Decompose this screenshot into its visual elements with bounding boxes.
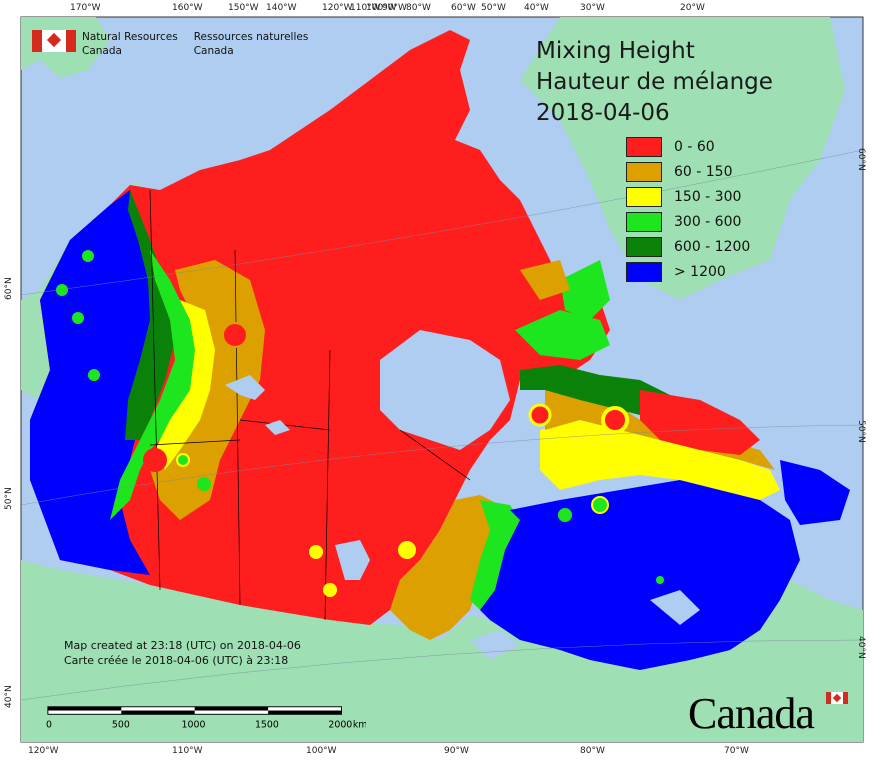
legend-item: 600 - 1200: [626, 234, 750, 259]
baffin-orange: [520, 260, 570, 300]
created-en: Map created at 23:18 (UTC) on 2018-04-06: [64, 639, 301, 652]
top-tick: 160°W: [172, 3, 203, 13]
scale-label: 1000: [182, 719, 206, 730]
legend-swatch: [626, 161, 662, 182]
legend-swatch: [626, 236, 662, 257]
map-title: Mixing Height Hauteur de mélange 2018-04…: [536, 36, 773, 129]
hudson-bay: [380, 330, 510, 450]
top-tick: 150°W: [228, 3, 259, 13]
legend-item: 300 - 600: [626, 209, 750, 234]
top-tick: 80°W: [406, 3, 431, 13]
west-band-green: [110, 250, 200, 520]
top-tick: 50°W: [481, 3, 506, 13]
greenland: [520, 17, 845, 300]
scale-unit: km: [353, 719, 366, 730]
agency-fr: Ressources naturelles Canada: [194, 30, 309, 58]
legend-item: 150 - 300: [626, 184, 750, 209]
wordmark-text: Canada: [688, 689, 815, 738]
top-tick: 120°W: [322, 3, 353, 13]
scale-label: 500: [112, 719, 130, 730]
legend-label: 600 - 1200: [674, 238, 751, 255]
west-band-dkgreen: [125, 190, 175, 440]
labrador-red: [640, 390, 760, 455]
ontario-orange: [390, 495, 500, 640]
legend-item: > 1200: [626, 259, 750, 284]
top-tick: 40°W: [524, 3, 549, 13]
lakes: [225, 375, 700, 660]
top-tick: 140°W: [266, 3, 297, 13]
legend-swatch: [626, 186, 662, 207]
nrcan-signature: Natural Resources Canada Ressources natu…: [32, 30, 324, 58]
top-tick: 170°W: [70, 3, 101, 13]
scale-bar: 0 500 1000 1500 2000 km: [46, 706, 366, 730]
legend-label: 60 - 150: [674, 163, 733, 180]
legend-label: 0 - 60: [674, 138, 715, 155]
left-tick: 50°N: [4, 487, 14, 510]
legend-item: 0 - 60: [626, 134, 750, 159]
title-en: Mixing Height: [536, 38, 695, 64]
top-tick: 110°W: [350, 3, 381, 13]
agency-fr-line2: Canada: [193, 45, 234, 57]
wordmark-flag-icon: [826, 692, 848, 704]
right-tick: 50°N: [856, 420, 866, 443]
blobs: [56, 250, 664, 605]
newfoundland-blue: [780, 460, 850, 525]
scale-label: 1500: [255, 719, 279, 730]
agency-en-line2: Canada: [82, 45, 122, 57]
top-tick: 30°W: [580, 3, 605, 13]
usa-land: [21, 560, 863, 742]
legend-label: > 1200: [674, 263, 726, 280]
left-tick: 40°N: [4, 685, 14, 708]
canada-wordmark: Canada: [688, 688, 848, 739]
legend: 0 - 60 60 - 150 150 - 300 300 - 600 600 - 12…: [626, 134, 750, 284]
top-tick: 20°W: [680, 3, 705, 13]
bottom-tick: 70°W: [724, 746, 749, 756]
baffin-green: [515, 310, 610, 360]
baffin-green-2: [560, 260, 610, 320]
ontario-green: [470, 500, 520, 610]
quebec-band-yellow: [540, 420, 780, 500]
agency-fr-line1: Ressources naturelles: [193, 31, 309, 43]
created-fr: Carte créée le 2018-04-06 (UTC) à 23:18: [64, 654, 289, 667]
top-tick: 100°W: [366, 3, 397, 13]
legend-swatch: [626, 261, 662, 282]
title-fr: Hauteur de mélange: [536, 69, 773, 95]
top-tick: 60°W: [451, 3, 476, 13]
right-tick: 60°N: [856, 148, 866, 171]
graticule: [20, 149, 864, 701]
left-tick: 60°N: [4, 277, 14, 300]
legend-swatch: [626, 211, 662, 232]
bottom-tick: 120°W: [28, 746, 59, 756]
map-date: 2018-04-06: [536, 100, 670, 126]
bottom-tick: 80°W: [580, 746, 605, 756]
bottom-tick: 100°W: [306, 746, 337, 756]
top-tick: 90°W: [382, 3, 407, 13]
scale-label: 2000: [328, 719, 352, 730]
legend-label: 150 - 300: [674, 188, 742, 205]
west-band-yellow: [155, 300, 215, 470]
right-tick: 40°N: [856, 636, 866, 659]
scale-label: 0: [46, 719, 52, 730]
legend-swatch: [626, 136, 662, 157]
bottom-tick: 110°W: [172, 746, 203, 756]
canada-flag-icon: [32, 30, 76, 52]
bottom-tick: 90°W: [444, 746, 469, 756]
agency-en: Natural Resources Canada: [82, 30, 178, 58]
creation-note: Map created at 23:18 (UTC) on 2018-04-06…: [64, 638, 301, 668]
legend-label: 300 - 600: [674, 213, 742, 230]
legend-item: 60 - 150: [626, 159, 750, 184]
agency-en-line1: Natural Resources: [82, 31, 178, 43]
quebec-high-mixing: [480, 480, 800, 670]
